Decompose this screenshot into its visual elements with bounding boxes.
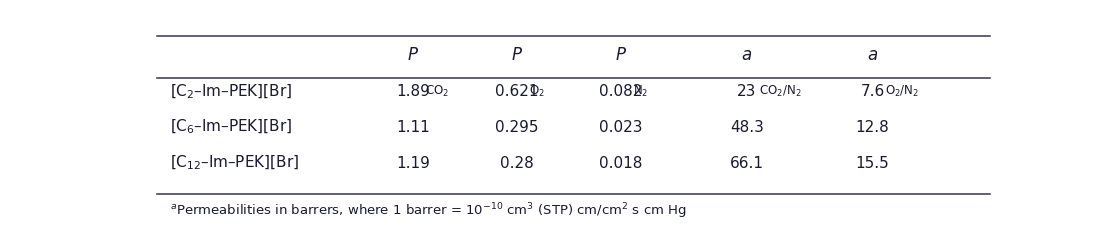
Text: $\it{P}$: $\it{P}$ [511,46,523,64]
Text: $\it{P}$: $\it{P}$ [615,46,627,64]
Text: 15.5: 15.5 [856,156,890,171]
Text: 0.621: 0.621 [496,84,539,99]
Text: CO$_2$/N$_2$: CO$_2$/N$_2$ [759,84,801,99]
Text: O$_2$/N$_2$: O$_2$/N$_2$ [885,84,919,99]
Text: 1.19: 1.19 [396,156,430,171]
Text: $\it{a}$: $\it{a}$ [742,46,752,64]
Text: [C$_{2}$–Im–PEK][Br]: [C$_{2}$–Im–PEK][Br] [170,82,292,101]
Text: 0.295: 0.295 [496,120,539,135]
Text: 12.8: 12.8 [856,120,890,135]
Text: 48.3: 48.3 [730,120,764,135]
Text: 0.28: 0.28 [500,156,534,171]
Text: 1.11: 1.11 [396,120,430,135]
Text: 0.023: 0.023 [600,120,643,135]
Text: [C$_{12}$–Im–PEK][Br]: [C$_{12}$–Im–PEK][Br] [170,154,299,172]
Text: 0.018: 0.018 [600,156,643,171]
Text: 1.89: 1.89 [396,84,430,99]
Text: N$_2$: N$_2$ [633,84,649,99]
Text: O$_2$: O$_2$ [529,84,545,99]
Text: 0.082: 0.082 [600,84,643,99]
Text: [C$_{6}$–Im–PEK][Br]: [C$_{6}$–Im–PEK][Br] [170,118,292,137]
Text: 66.1: 66.1 [730,156,764,171]
Text: 23: 23 [737,84,756,99]
Text: $\it{a}$: $\it{a}$ [867,46,878,64]
Text: CO$_2$: CO$_2$ [425,84,449,99]
Text: 7.6: 7.6 [861,84,885,99]
Text: $^a$Permeabilities in barrers, where 1 barrer = 10$^{-10}$ cm$^3$ (STP) cm/cm$^2: $^a$Permeabilities in barrers, where 1 b… [170,201,687,221]
Text: $\it{P}$: $\it{P}$ [407,46,419,64]
